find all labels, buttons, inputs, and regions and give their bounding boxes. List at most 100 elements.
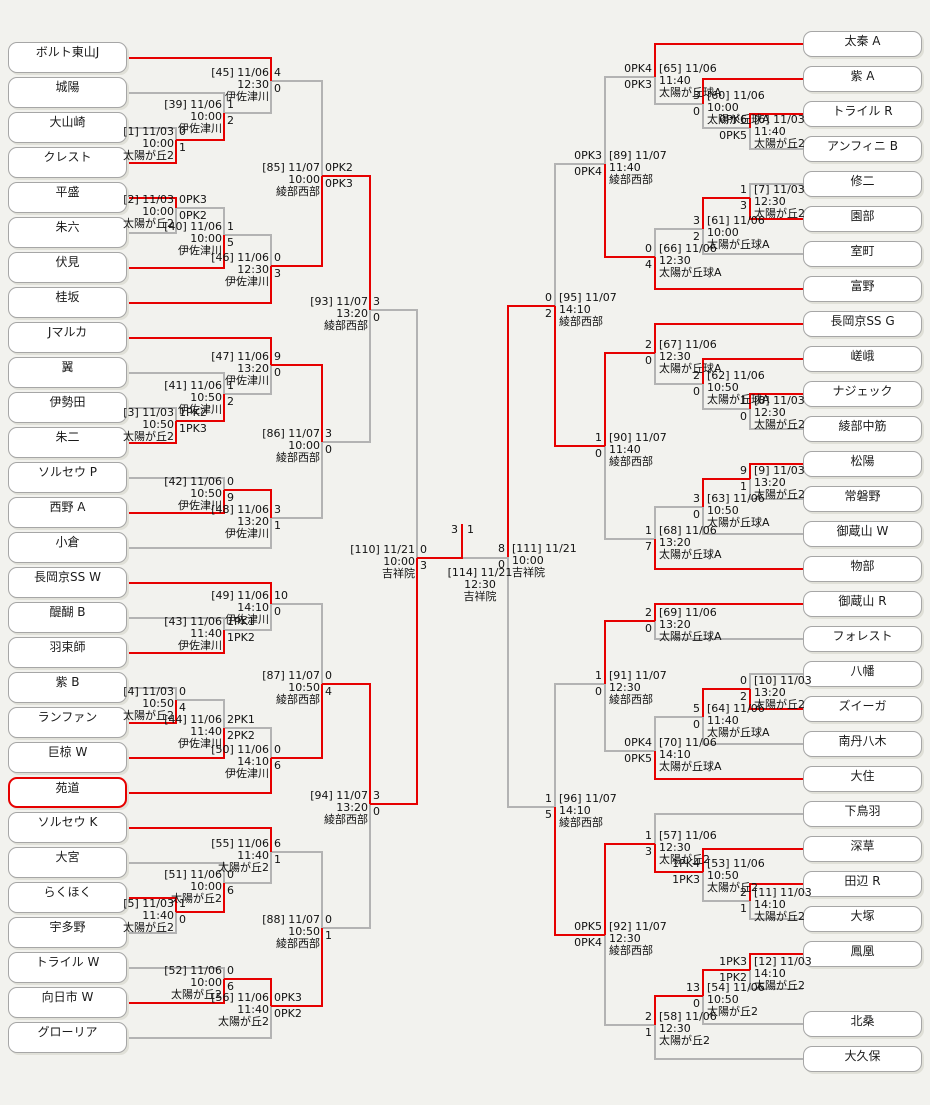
team-box-left[interactable]: 大宮 (8, 847, 127, 878)
team-box-left[interactable]: 桂坂 (8, 287, 127, 318)
team-box-right[interactable]: アンフィニ B (803, 136, 922, 162)
team-box-right[interactable]: ズイーガ (803, 696, 922, 722)
team-box-left[interactable]: トライル W (8, 952, 127, 983)
team-box-right[interactable]: 鳳凰 (803, 941, 922, 967)
match-time: 10:50 (142, 418, 174, 431)
team-box-left[interactable]: 向日市 W (8, 987, 127, 1018)
team-box-left[interactable]: 大山崎 (8, 112, 127, 143)
team-box-left[interactable]: 西野 A (8, 497, 127, 528)
team-box-right[interactable]: 下鳥羽 (803, 801, 922, 827)
team-box-left[interactable]: 城陽 (8, 77, 127, 108)
match-score-top: 1 (645, 829, 652, 842)
team-box-right[interactable]: 綾部中筋 (803, 416, 922, 442)
team-box-right[interactable]: 松陽 (803, 451, 922, 477)
team-box-right[interactable]: 田辺 R (803, 871, 922, 897)
match-id: [96] 11/07 (559, 792, 617, 805)
match-venue: 太陽が丘2 (218, 861, 269, 874)
loser-path-line (224, 234, 272, 266)
match-label: [46] 11/06 12:30 伊佐津川 (149, 252, 269, 288)
match-id: [68] 11/06 (659, 524, 717, 537)
match-label: [85] 11/07 10:00 綾部西部 (200, 162, 320, 198)
match-score-top: 0PK3 (274, 991, 302, 1004)
team-box-left[interactable]: 醍醐 B (8, 602, 127, 633)
team-box-left[interactable]: 伊勢田 (8, 392, 127, 423)
team-box-left[interactable]: クレスト (8, 147, 127, 178)
loser-path-line (127, 407, 177, 421)
team-box-left[interactable]: 紫 B (8, 672, 127, 703)
team-box-left[interactable]: 巨椋 W (8, 742, 127, 773)
team-box-left[interactable]: 朱二 (8, 427, 127, 458)
team-box-right[interactable]: 大塚 (803, 906, 922, 932)
match-score-bottom: 0 (693, 508, 700, 521)
match-score-top: 2 (693, 369, 700, 382)
team-box-left[interactable]: 朱六 (8, 217, 127, 248)
match-score-bottom: 3 (274, 267, 281, 280)
team-box-left[interactable]: 宇多野 (8, 917, 127, 948)
match-score-bottom: 0 (645, 622, 652, 635)
team-box-left[interactable]: Jマルカ (8, 322, 127, 353)
team-box-right[interactable]: 深草 (803, 836, 922, 862)
team-box-left[interactable]: ボルト東山J (8, 42, 127, 73)
match-label: [86] 11/07 10:00 綾部西部 (200, 428, 320, 464)
team-box-left[interactable]: ソルセウ K (8, 812, 127, 843)
team-box-left[interactable]: 平盛 (8, 182, 127, 213)
match-venue: 伊佐津川 (178, 499, 222, 512)
team-box-left[interactable]: 小倉 (8, 532, 127, 563)
loser-path-line (176, 699, 225, 728)
team-box-right[interactable]: トライル R (803, 101, 922, 127)
team-box-right[interactable]: 園部 (803, 206, 922, 232)
match-time: 10:00 (190, 232, 222, 245)
team-box-right[interactable]: 修二 (803, 171, 922, 197)
match-label: [55] 11/06 11:40 太陽が丘2 (149, 838, 269, 874)
team-box-right[interactable]: フォレスト (803, 626, 922, 652)
match-time: 10:50 (707, 869, 739, 882)
team-box-right[interactable]: 室町 (803, 241, 922, 267)
match-score-top: 2 (645, 338, 652, 351)
team-box-right[interactable]: 御蔵山 R (803, 591, 922, 617)
team-box-right[interactable]: 南丹八木 (803, 731, 922, 757)
team-box-right[interactable]: 太秦 A (803, 31, 922, 57)
team-box-left[interactable]: 伏見 (8, 252, 127, 283)
team-box-left[interactable]: ソルセウ P (8, 462, 127, 493)
team-box-right[interactable]: 長岡京SS G (803, 311, 922, 337)
team-box-left[interactable]: ランファン (8, 707, 127, 738)
team-box-right[interactable]: 嵯峨 (803, 346, 922, 372)
team-box-right[interactable]: 大住 (803, 766, 922, 792)
match-time: 10:50 (707, 993, 739, 1006)
team-box-right[interactable]: 物部 (803, 556, 922, 582)
match-score-top: 0PK3 (574, 149, 602, 162)
team-box-right[interactable]: 北桑 (803, 1011, 922, 1037)
team-box-left[interactable]: 翼 (8, 357, 127, 388)
team-box-right[interactable]: 常磐野 (803, 486, 922, 512)
team-box-right[interactable]: 紫 A (803, 66, 922, 92)
loser-path-line (654, 77, 703, 105)
team-box-left[interactable]: 苑道 (8, 777, 127, 808)
match-score-bottom: 1 (740, 480, 747, 493)
team-box-left[interactable]: 羽束師 (8, 637, 127, 668)
match-venue: 太陽が丘球A (659, 630, 722, 643)
team-box-left[interactable]: らくほく (8, 882, 127, 913)
team-box-right[interactable]: ナジェック (803, 381, 922, 407)
team-box-right[interactable]: 御蔵山 W (803, 521, 922, 547)
match-time: 14:10 (237, 601, 269, 614)
match-score-bottom: 0PK4 (574, 936, 602, 949)
match-score-top: 0 (227, 475, 234, 488)
match-score-top: 1 (227, 220, 234, 233)
match-label: [2] 11/03 10:00 太陽が丘2 (54, 194, 174, 230)
match-time: 11:40 (190, 725, 222, 738)
match-score-top: 0 (179, 125, 186, 138)
team-box-left[interactable]: グローリア (8, 1022, 127, 1053)
loser-path-line (127, 967, 225, 979)
team-box-right[interactable]: 富野 (803, 276, 922, 302)
match-score-top: 1 (595, 431, 602, 444)
team-box-left[interactable]: 長岡京SS W (8, 567, 127, 598)
match-label: [110] 11/21 10:00 吉祥院 (295, 544, 415, 580)
team-box-right[interactable]: 八幡 (803, 661, 922, 687)
winner-path-line (127, 490, 225, 514)
match-label: [3] 11/03 10:50 太陽が丘2 (54, 407, 174, 443)
winner-path-line (654, 995, 703, 1025)
match-score-bottom: 4 (645, 258, 652, 271)
match-venue: 綾部西部 (276, 937, 320, 950)
team-box-right[interactable]: 大久保 (803, 1046, 922, 1072)
